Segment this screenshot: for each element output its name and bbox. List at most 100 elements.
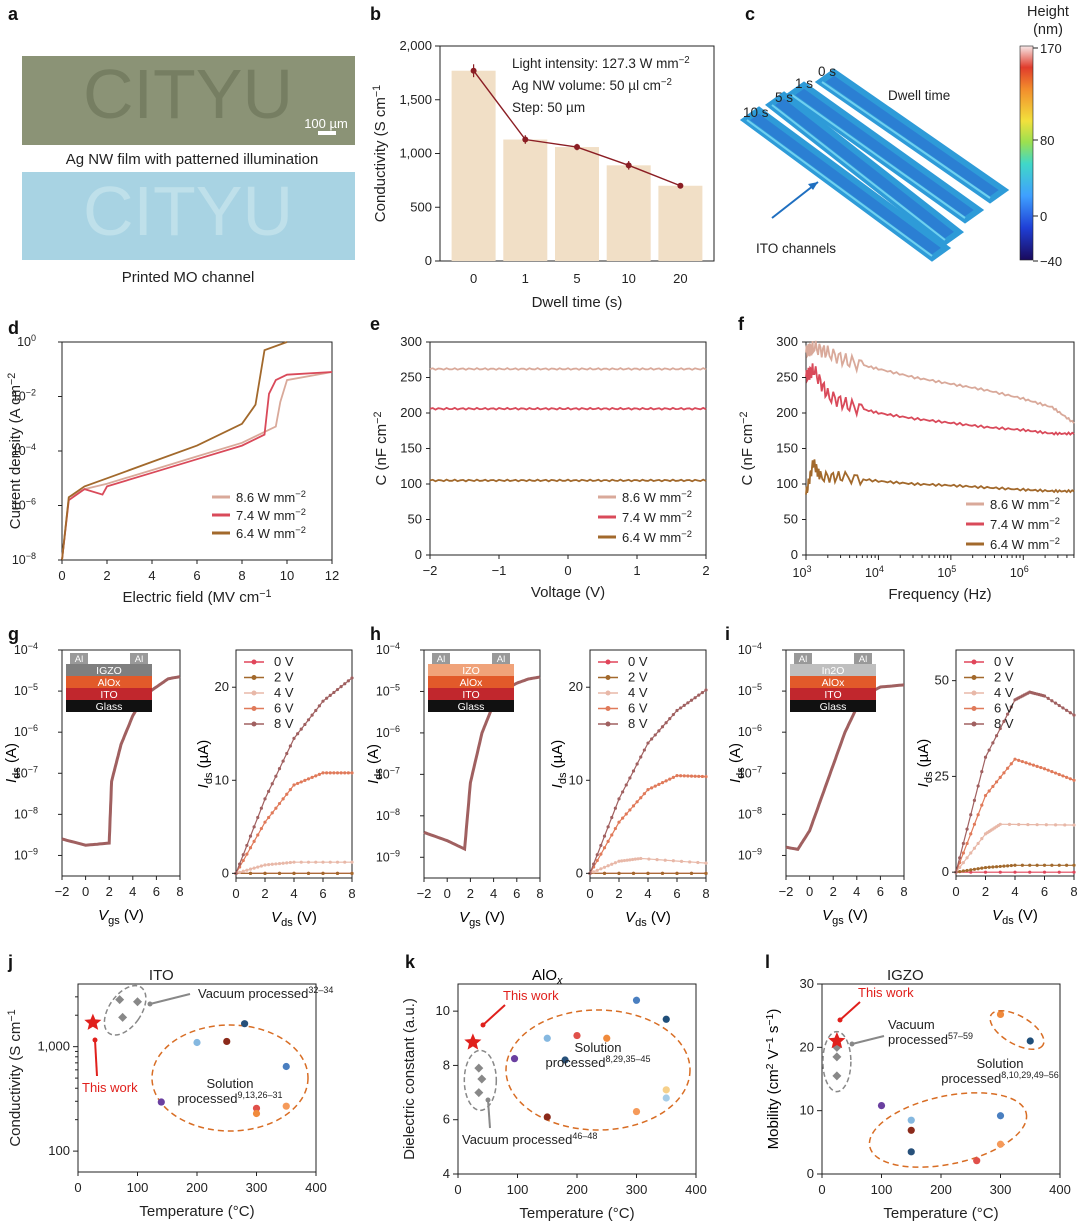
- x-tick-label: 0: [454, 1182, 461, 1197]
- x-tick-label: 4: [290, 886, 297, 901]
- x-axis-label: Vgs (V): [459, 909, 505, 929]
- output-point: [700, 690, 704, 695]
- output-point: [631, 804, 636, 808]
- chart-title: AlOx: [532, 967, 563, 987]
- output-point: [653, 733, 657, 737]
- output-point: [259, 864, 263, 868]
- label-sup: −2: [681, 489, 692, 499]
- series-2: [429, 478, 707, 483]
- output-point: [671, 712, 675, 717]
- x-tick-label: 106: [1010, 564, 1029, 580]
- output-point: [339, 685, 343, 689]
- x-tick-label: −2: [423, 563, 438, 578]
- label-base: 10: [14, 643, 28, 657]
- output-point: [285, 792, 289, 796]
- output-point: [991, 784, 995, 789]
- output-point: [976, 784, 980, 788]
- output-point: [595, 853, 599, 857]
- output-point: [599, 852, 603, 856]
- output-point: [1042, 694, 1047, 698]
- label-base: 10: [14, 848, 28, 862]
- legend-label: 4 V: [994, 685, 1014, 700]
- vacuum-point: [474, 1063, 484, 1073]
- output-point: [1063, 823, 1067, 827]
- output-point: [628, 858, 632, 862]
- output-point: [639, 755, 643, 759]
- strip-edge: [791, 94, 966, 219]
- stack-layer: [790, 676, 876, 688]
- label-sup: 0: [31, 333, 36, 343]
- x-axis-label: Temperature (°C): [883, 1205, 998, 1222]
- stack-label: Glass: [96, 701, 123, 713]
- output-curve-8V: [589, 689, 707, 874]
- x-tick-label: 100: [127, 1180, 149, 1195]
- output-point: [969, 868, 973, 872]
- label-line: Solution: [207, 1076, 254, 1091]
- panel-letter-d: d: [8, 318, 19, 338]
- output-point: [259, 826, 263, 831]
- output-point: [1017, 822, 1021, 827]
- panel-letter-e: e: [370, 314, 380, 334]
- label-sup: −1: [6, 1009, 18, 1021]
- output-point: [595, 858, 599, 863]
- output-point: [671, 859, 675, 863]
- label-sup: −9: [28, 846, 38, 856]
- output-point: [241, 853, 245, 857]
- label-base: 10: [376, 767, 390, 781]
- bar-0: [451, 70, 496, 261]
- output-point: [700, 774, 704, 779]
- y-tick-label: 50: [408, 512, 422, 527]
- axis-sub: gs: [108, 915, 120, 927]
- y-tick-label: 10−6: [12, 497, 36, 513]
- axis-var: V: [992, 907, 1004, 924]
- label-sup: −2: [6, 373, 18, 385]
- output-point: [1013, 757, 1017, 761]
- output-point: [991, 741, 995, 745]
- label-sup: −2: [1049, 516, 1060, 526]
- legend-label: 7.4 W mm−2: [990, 516, 1060, 532]
- output-point: [296, 781, 300, 786]
- axis-unit: (V): [1014, 907, 1038, 924]
- output-point: [972, 822, 977, 826]
- axis-sub: ds: [203, 772, 215, 784]
- output-point: [998, 726, 1002, 731]
- dwell-time-title: Dwell time: [888, 88, 950, 103]
- output-curve-6V: [955, 758, 1075, 873]
- y-tick-label: 10−9: [14, 846, 38, 862]
- output-point: [296, 732, 300, 736]
- output-point: [274, 806, 278, 810]
- legend-marker: [605, 721, 611, 727]
- output-point: [292, 783, 296, 787]
- output-point: [595, 868, 599, 872]
- x-tick-label: 2: [103, 568, 110, 583]
- colorbar: [1019, 45, 1034, 261]
- output-point: [617, 820, 621, 824]
- label-sup: −2: [681, 509, 692, 519]
- x-tick-label: 0: [470, 271, 477, 286]
- panel-letter-c: c: [745, 4, 755, 24]
- axis-sub: ds: [373, 768, 385, 780]
- output-point: [343, 682, 347, 686]
- output-point: [1006, 712, 1010, 716]
- x-tick-label: −2: [417, 886, 432, 901]
- output-point: [592, 870, 596, 874]
- x-tick-label: 8: [900, 884, 907, 899]
- output-point: [592, 862, 596, 866]
- arrow-head-icon: [147, 1001, 153, 1007]
- axis-sub: ds: [557, 772, 569, 784]
- label-base: 10: [738, 725, 752, 739]
- x-tick-label: 8: [238, 568, 245, 583]
- output-point: [606, 825, 610, 829]
- output-point: [1006, 766, 1010, 770]
- data-point: [470, 67, 477, 74]
- y-axis-label: Ids (A): [365, 744, 385, 784]
- al-contact: [794, 653, 812, 664]
- output-point: [1031, 763, 1036, 767]
- al-label: Al: [497, 654, 505, 665]
- output-point: [285, 751, 289, 756]
- legend-label: 6 V: [994, 701, 1014, 716]
- output-point: [688, 860, 692, 864]
- y-tick-label: 10−6: [14, 723, 38, 739]
- label-line: Solution: [977, 1056, 1024, 1071]
